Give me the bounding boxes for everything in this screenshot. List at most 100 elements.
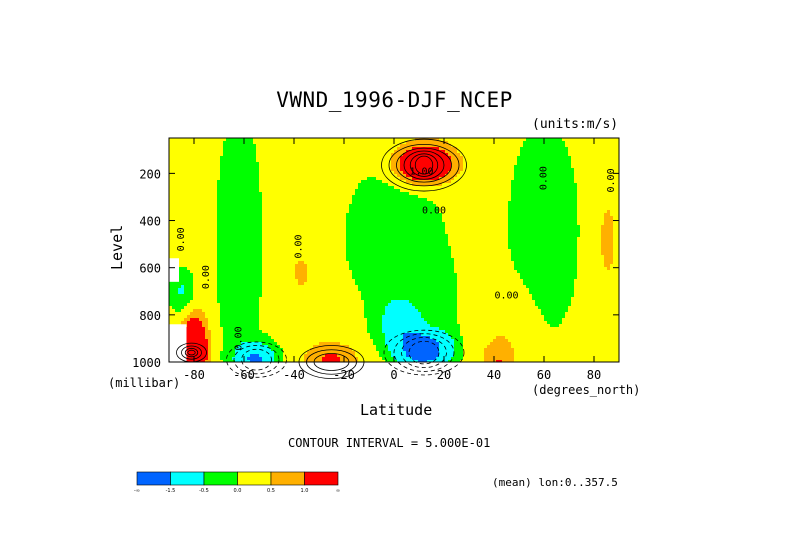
contour-line [233, 345, 280, 375]
contour-cell [172, 306, 184, 309]
contour-cell [520, 273, 577, 276]
contour-cell [403, 336, 430, 339]
contour-cell [388, 303, 412, 306]
contour-cell [454, 267, 514, 270]
units-label: (units:m/s) [532, 117, 619, 132]
contour-cell [169, 195, 217, 198]
contour-cell [223, 153, 256, 156]
contour-cell [514, 171, 574, 174]
contour-cell [382, 330, 445, 333]
contour-cell [406, 141, 448, 144]
contour-cell [382, 327, 439, 330]
contour-cell [571, 159, 619, 162]
contour-label: 1.00 [409, 167, 433, 178]
contour-cell [262, 249, 346, 252]
contour-cell [391, 165, 400, 168]
contour-cell [454, 354, 463, 357]
contour-cell [169, 171, 220, 174]
contour-cell [208, 318, 220, 321]
contour-cell [295, 273, 307, 276]
contour-cell [508, 246, 577, 249]
contour-cell [358, 288, 457, 291]
contour-cell [382, 180, 406, 183]
contour-cell [577, 183, 619, 186]
contour-cell [532, 294, 574, 297]
contour-label: 0.00 [201, 265, 212, 289]
contour-cell [388, 183, 412, 186]
contour-cell [376, 348, 388, 351]
contour-cell [169, 261, 217, 264]
contour-cell [346, 219, 442, 222]
contour-cell [259, 321, 367, 324]
contour-cell [442, 219, 508, 222]
contour-cell [514, 261, 577, 264]
contour-label: 0.00 [234, 326, 245, 350]
contour-cell [577, 237, 601, 240]
contour-cell [508, 237, 577, 240]
contour-cell [259, 309, 364, 312]
contour-cell [211, 345, 223, 348]
contour-cell [355, 192, 409, 195]
contour-cell [391, 351, 406, 354]
contour-cell [385, 306, 415, 309]
contour-cell [394, 171, 403, 174]
contour-cell [262, 288, 358, 291]
contour-cell [262, 210, 349, 213]
contour-cell [346, 237, 448, 240]
contour-cell [169, 159, 220, 162]
contour-cell [574, 291, 619, 294]
contour-cell [580, 225, 601, 228]
contour-cell [220, 312, 259, 315]
contour-cell [514, 354, 619, 357]
contour-cell [457, 279, 523, 282]
contour-cell [436, 204, 508, 207]
contour-cell [256, 159, 391, 162]
contour-cell [262, 243, 346, 246]
contour-cell [205, 327, 208, 330]
contour-cell [604, 261, 613, 264]
contour-cell [442, 183, 511, 186]
contour-cell [262, 204, 349, 207]
contour-cell [208, 324, 220, 327]
contour-cell [169, 222, 217, 225]
contour-cell [349, 261, 454, 264]
contour-cell [457, 303, 535, 306]
contour-cell [169, 234, 217, 237]
contour-cell [217, 288, 262, 291]
contour-cell [568, 309, 619, 312]
contour-cell [169, 240, 217, 243]
contour-cell [448, 243, 508, 246]
contour-cell [367, 321, 382, 324]
contour-cell [217, 198, 262, 201]
contour-cell [217, 252, 262, 255]
contour-cell [406, 351, 439, 354]
contour-cell [259, 189, 355, 192]
contour-cell [511, 198, 577, 201]
contour-cell [505, 336, 619, 339]
contour-cell [577, 219, 604, 222]
contour-cell [346, 243, 448, 246]
contour-cell [268, 333, 370, 336]
contour-cell [337, 354, 355, 357]
contour-cell [262, 246, 346, 249]
contour-cell [610, 210, 619, 213]
contour-cell [496, 336, 505, 339]
contour-cell [346, 234, 448, 237]
colorbar-swatch [304, 471, 339, 486]
contour-cell [169, 162, 220, 165]
contour-cell [217, 285, 262, 288]
contour-cell [457, 300, 535, 303]
contour-cell [577, 258, 604, 261]
contour-cell [613, 231, 619, 234]
contour-cell [508, 231, 580, 234]
contour-cell [262, 207, 349, 210]
contour-cell [385, 339, 403, 342]
contour-cell [169, 144, 223, 147]
contour-cell [520, 150, 568, 153]
contour-cell [457, 297, 532, 300]
contour-cell [508, 201, 577, 204]
contour-cell [211, 351, 220, 354]
contour-cell [256, 150, 394, 153]
contour-cell [262, 222, 346, 225]
contour-cell [568, 147, 619, 150]
